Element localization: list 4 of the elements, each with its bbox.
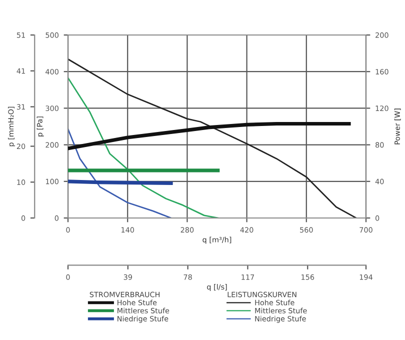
line-series (68, 122, 351, 150)
line-series (68, 58, 357, 218)
line-series (68, 77, 219, 218)
line-series (68, 128, 172, 218)
